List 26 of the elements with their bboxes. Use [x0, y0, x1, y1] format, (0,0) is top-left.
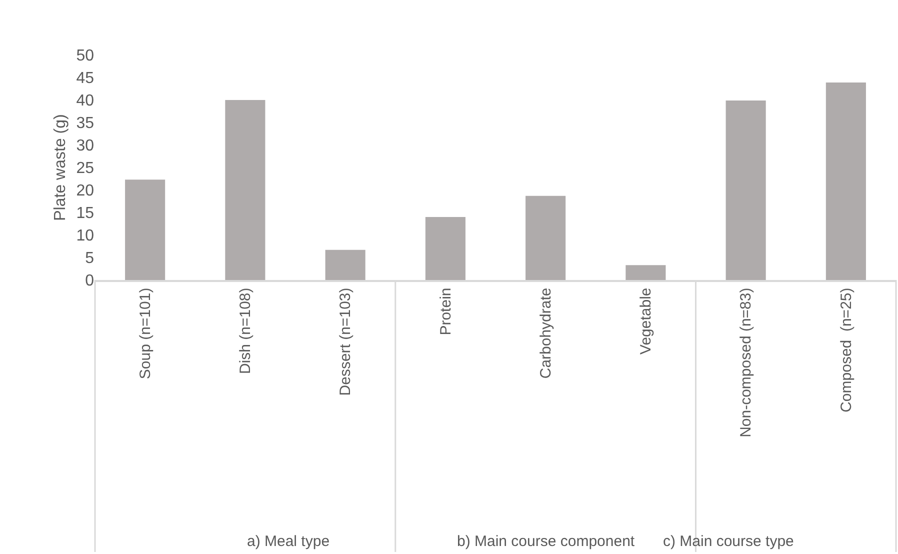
bar: [325, 250, 366, 280]
x-tick-label: Vegetable: [638, 288, 655, 354]
x-tick-label: Soup (n=101): [136, 288, 154, 380]
x-axis-title: a) Meal type: [247, 533, 330, 550]
x-tick-label: Carbohydrate: [537, 288, 554, 379]
bar: [125, 180, 166, 280]
y-tick-label: 30: [76, 138, 94, 155]
x-axis-title: b) Main course component: [457, 533, 636, 550]
y-tick-label: 35: [76, 115, 94, 132]
x-tick-label: Composed (n=25): [838, 288, 855, 412]
y-tick-label: 0: [85, 272, 94, 290]
y-tick-label: 40: [76, 92, 94, 110]
y-tick-label: 25: [76, 160, 94, 178]
y-tick-label: 20: [76, 182, 94, 200]
x-axis-title: c) Main course type: [663, 533, 794, 550]
y-tick-label: 50: [76, 48, 94, 65]
y-tick-label: 45: [76, 70, 94, 88]
y-tick-label: 5: [85, 250, 94, 268]
bar: [225, 100, 266, 280]
x-tick-label: Protein: [437, 288, 454, 336]
x-tick-label: Non-composed (n=83): [738, 288, 755, 438]
y-tick-label: 15: [76, 205, 94, 222]
x-tick-label: Dish (n=108): [237, 288, 254, 374]
y-axis-title: Plate waste (g): [52, 114, 70, 221]
x-tick-label: Dessert (n=103): [337, 288, 354, 396]
y-tick-label: 10: [76, 228, 94, 245]
